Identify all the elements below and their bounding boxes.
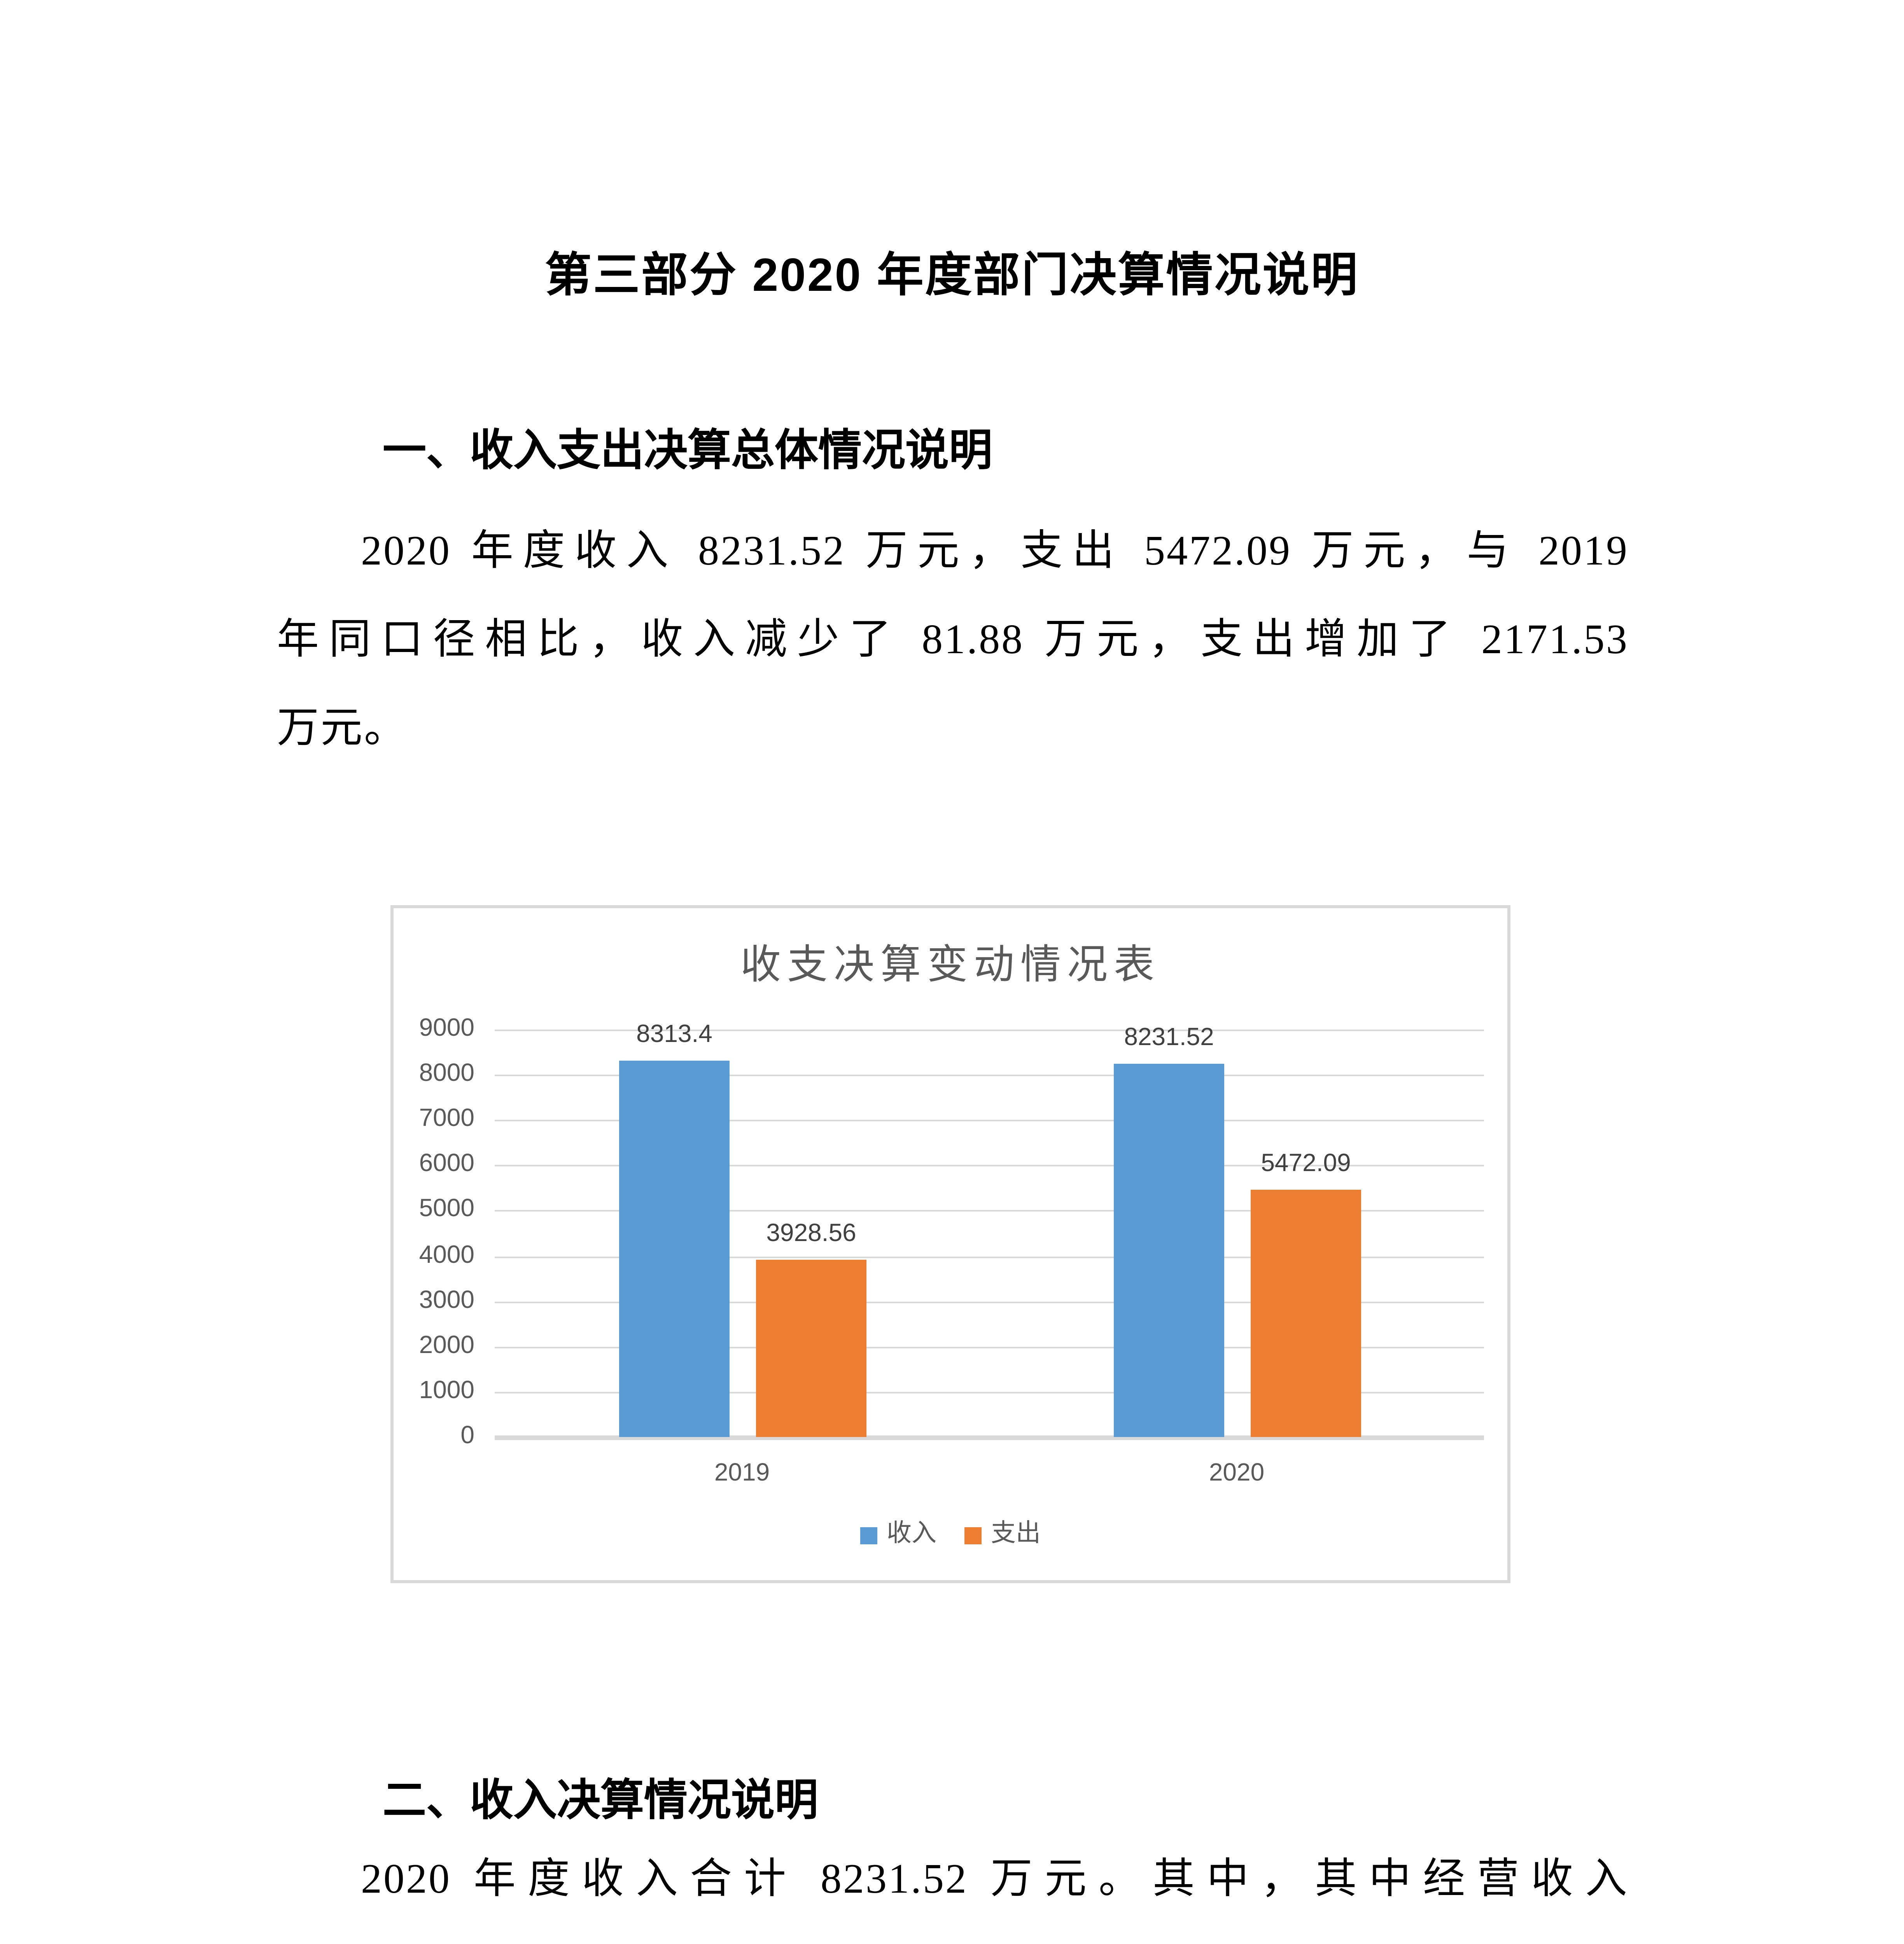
y-tick-label: 8000 xyxy=(419,1061,474,1087)
paragraph-line: 5042.79 万元，占比 61.26%，其他收入 3188.73 万元，占比 xyxy=(277,1924,1629,1944)
data-label: 8231.52 xyxy=(1124,1025,1214,1051)
x-category-label: 2019 xyxy=(714,1460,770,1487)
legend-label: 支出 xyxy=(991,1521,1041,1547)
section-2-heading: 二、收入决算情况说明 xyxy=(383,1776,819,1824)
legend-item-zhichu: 支出 xyxy=(964,1521,1041,1549)
gridline xyxy=(495,1075,1484,1077)
paragraph-line: 2020 年度收入 8231.52 万元，支出 5472.09 万元，与 201… xyxy=(361,527,1629,574)
x-category-label: 2020 xyxy=(1209,1460,1265,1487)
gridline xyxy=(495,1392,1484,1393)
gridline xyxy=(495,1210,1484,1212)
section-1-paragraph: 2020 年度收入 8231.52 万元，支出 5472.09 万元，与 201… xyxy=(277,507,1629,773)
bar-2019-shouru xyxy=(619,1061,730,1437)
y-tick-label: 4000 xyxy=(419,1242,474,1269)
bar-2019-zhichu xyxy=(756,1260,866,1437)
gridline xyxy=(495,1301,1484,1303)
bar-chart-figure: 收支决算变动情况表 收入 支出 0 1000 2000 3000 4000 5000 6000… xyxy=(390,905,1510,1583)
y-tick-label: 5000 xyxy=(419,1196,474,1223)
y-tick-label: 9000 xyxy=(419,1016,474,1042)
legend-swatch-icon xyxy=(964,1526,982,1544)
chart-legend: 收入 支出 xyxy=(394,1521,1507,1549)
section-1-heading: 一、收入支出决算总体情况说明 xyxy=(383,426,993,474)
y-tick-label: 6000 xyxy=(419,1151,474,1178)
gridline xyxy=(495,1165,1484,1167)
section-2-paragraph: 2020 年度收入合计 8231.52 万元。其中，其中经营收入 5042.79… xyxy=(277,1835,1629,1944)
x-axis-line xyxy=(495,1435,1484,1440)
gridline xyxy=(495,1256,1484,1258)
gridline xyxy=(495,1030,1484,1031)
gridline xyxy=(495,1346,1484,1348)
paragraph-line: 2020 年度收入合计 8231.52 万元。其中，其中经营收入 xyxy=(361,1855,1629,1902)
y-tick-label: 0 xyxy=(460,1423,474,1449)
y-tick-label: 3000 xyxy=(419,1287,474,1314)
gridline xyxy=(495,1120,1484,1122)
bar-2020-shouru xyxy=(1114,1064,1224,1437)
y-tick-label: 2000 xyxy=(419,1332,474,1359)
data-label: 8313.4 xyxy=(636,1022,712,1048)
data-label: 3928.56 xyxy=(766,1221,856,1247)
chart-title: 收支决算变动情况表 xyxy=(740,941,1160,988)
legend-label: 收入 xyxy=(886,1521,936,1547)
y-tick-label: 7000 xyxy=(419,1106,474,1133)
paragraph-line: 万元。 xyxy=(277,705,408,751)
paragraph-line: 年同口径相比，收入减少了 81.88 万元，支出增加了 2171.53 xyxy=(277,616,1629,663)
bar-2020-zhichu xyxy=(1251,1190,1361,1437)
legend-item-shouru: 收入 xyxy=(860,1521,936,1549)
y-tick-label: 1000 xyxy=(419,1378,474,1404)
legend-swatch-icon xyxy=(860,1526,877,1544)
document-title: 第三部分 2020 年度部门决算情况说明 xyxy=(545,250,1359,302)
data-label: 5472.09 xyxy=(1261,1151,1351,1177)
